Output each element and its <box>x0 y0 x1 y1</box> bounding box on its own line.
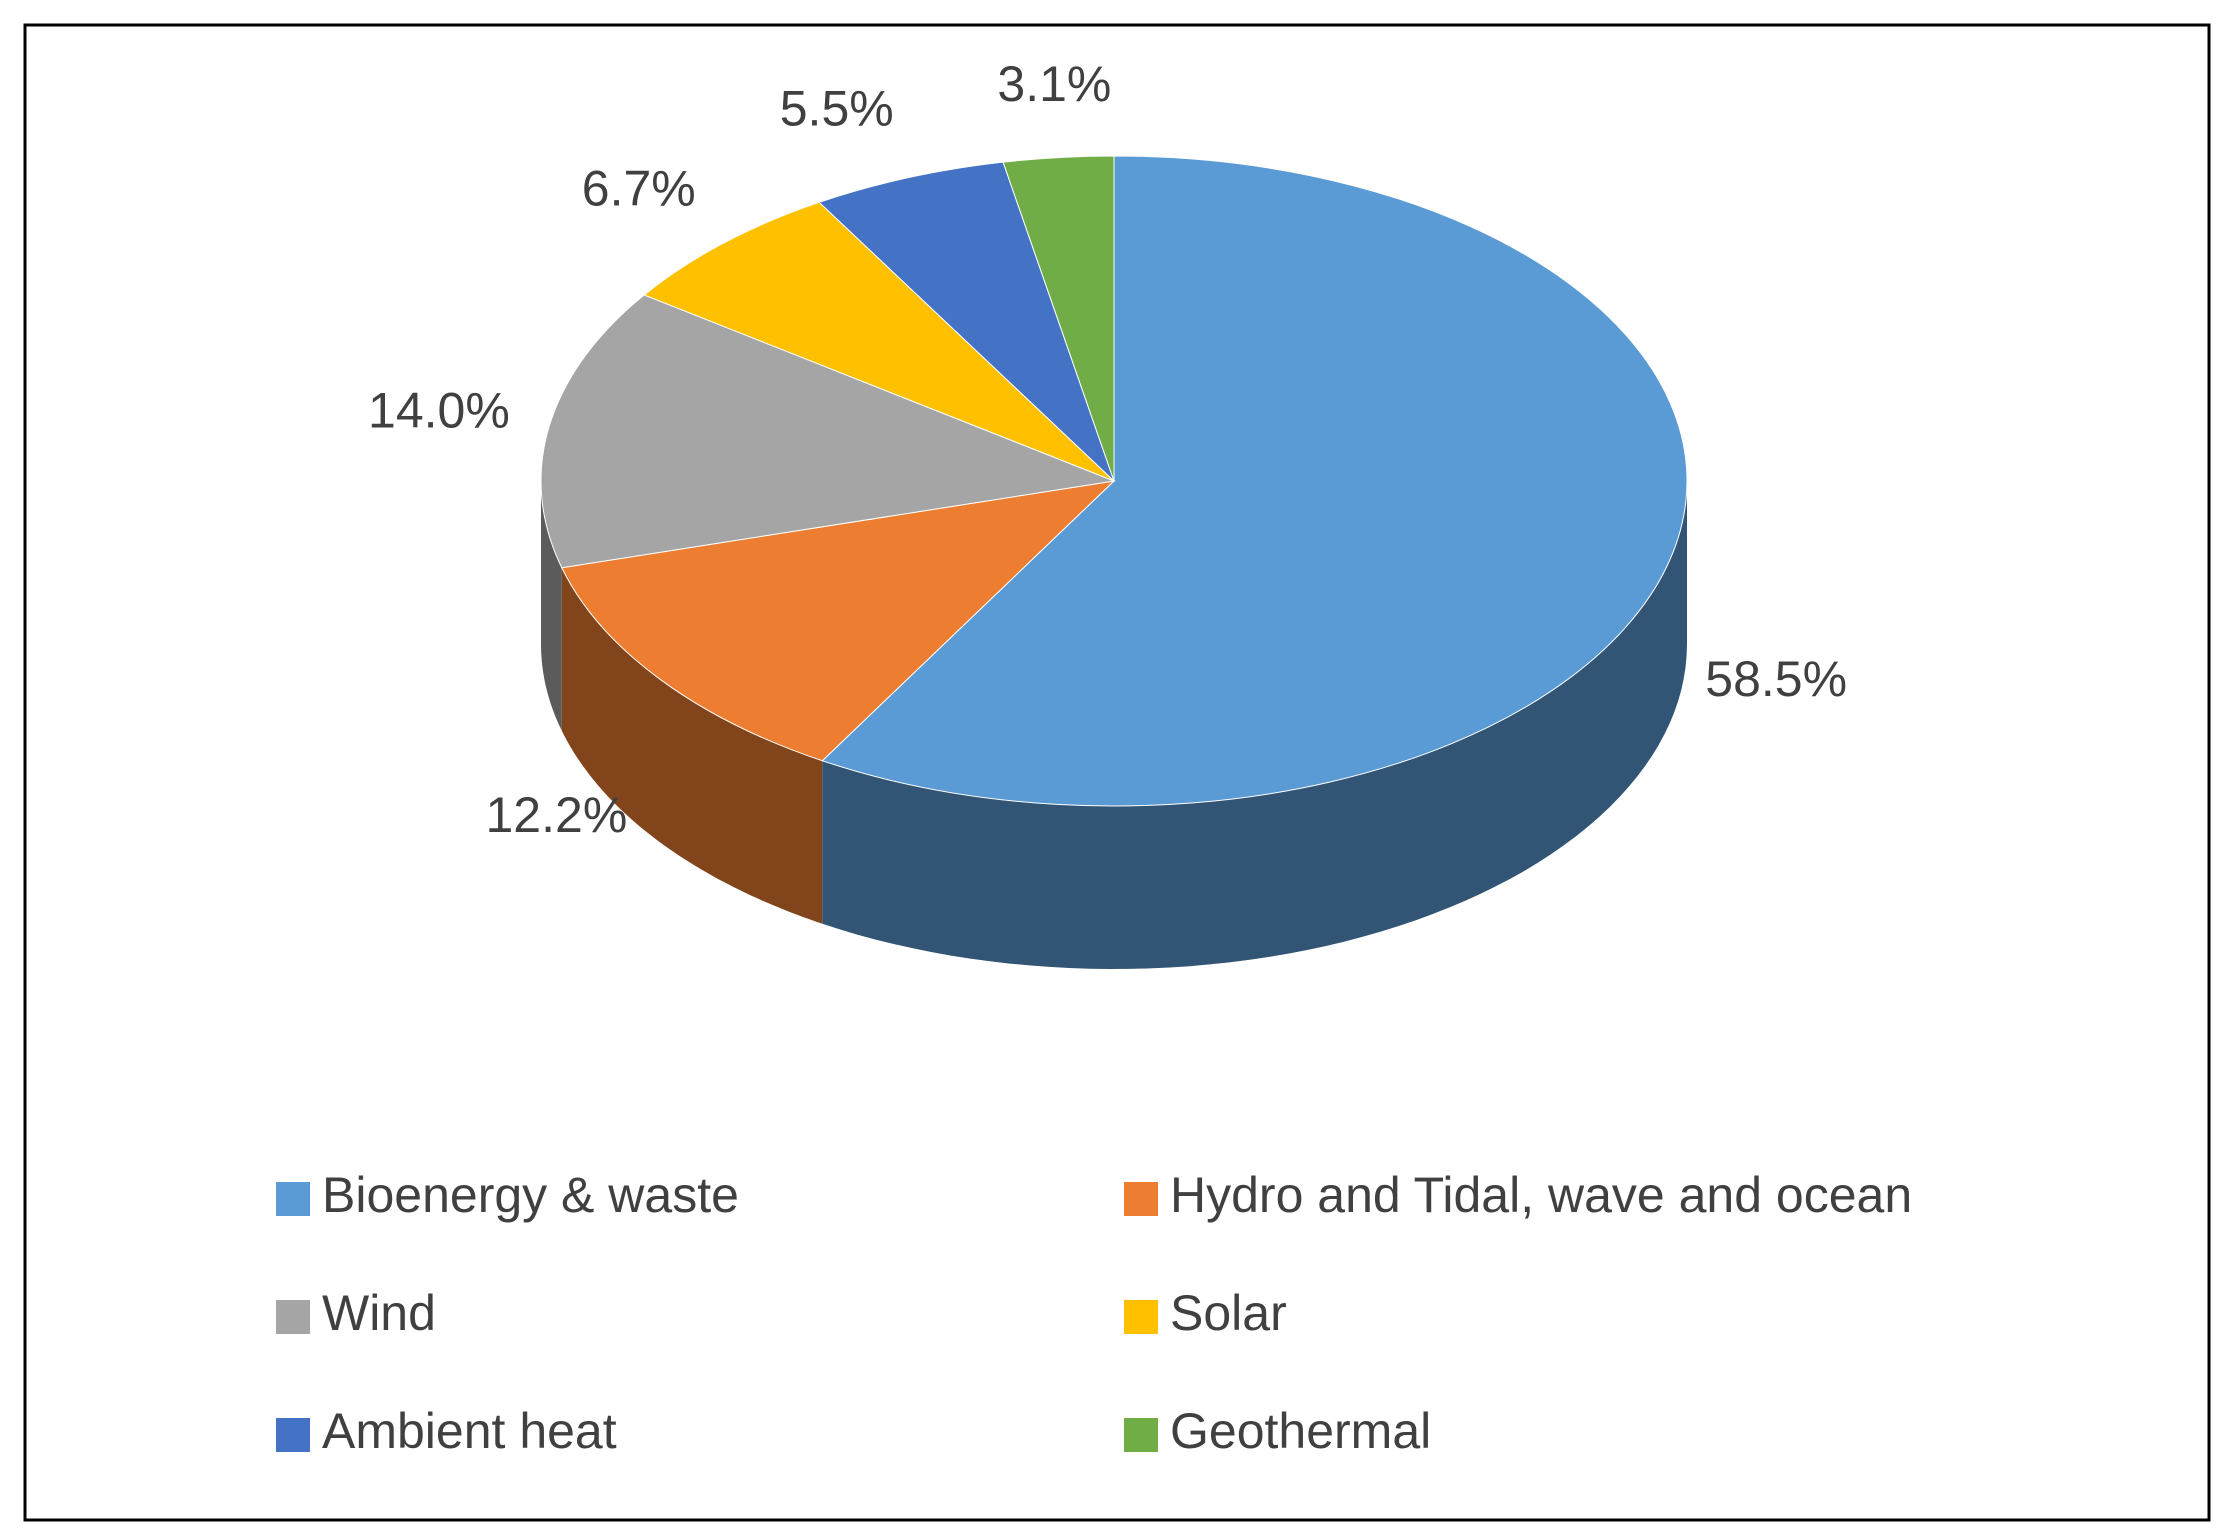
slice-side <box>561 567 823 924</box>
slice <box>643 201 1115 482</box>
legend-swatch <box>1124 1182 1158 1216</box>
legend-swatch <box>276 1418 310 1452</box>
legend-swatch <box>276 1300 310 1334</box>
slice <box>561 480 1116 762</box>
legend-label: Hydro and Tidal, wave and ocean <box>1170 1167 1912 1223</box>
legend-swatch <box>276 1182 310 1216</box>
legend-swatch <box>1124 1418 1158 1452</box>
legend-label: Wind <box>322 1285 436 1341</box>
legend-label: Bioenergy & waste <box>322 1167 739 1223</box>
legend-swatch <box>1124 1300 1158 1334</box>
data-label: 6.7% <box>582 160 696 216</box>
data-label: 14.0% <box>368 383 510 439</box>
data-label: 58.5% <box>1705 651 1847 707</box>
slice-side <box>822 481 1687 969</box>
data-label: 12.2% <box>486 787 628 843</box>
data-label: 3.1% <box>997 56 1111 112</box>
slice <box>1002 155 1115 482</box>
legend-label: Ambient heat <box>322 1403 617 1459</box>
legend-label: Geothermal <box>1170 1403 1431 1459</box>
data-label: 5.5% <box>780 81 894 137</box>
slice <box>540 294 1116 569</box>
slice <box>821 155 1688 807</box>
legend-label: Solar <box>1170 1285 1287 1341</box>
slice-side <box>541 481 562 731</box>
slice <box>818 161 1115 482</box>
